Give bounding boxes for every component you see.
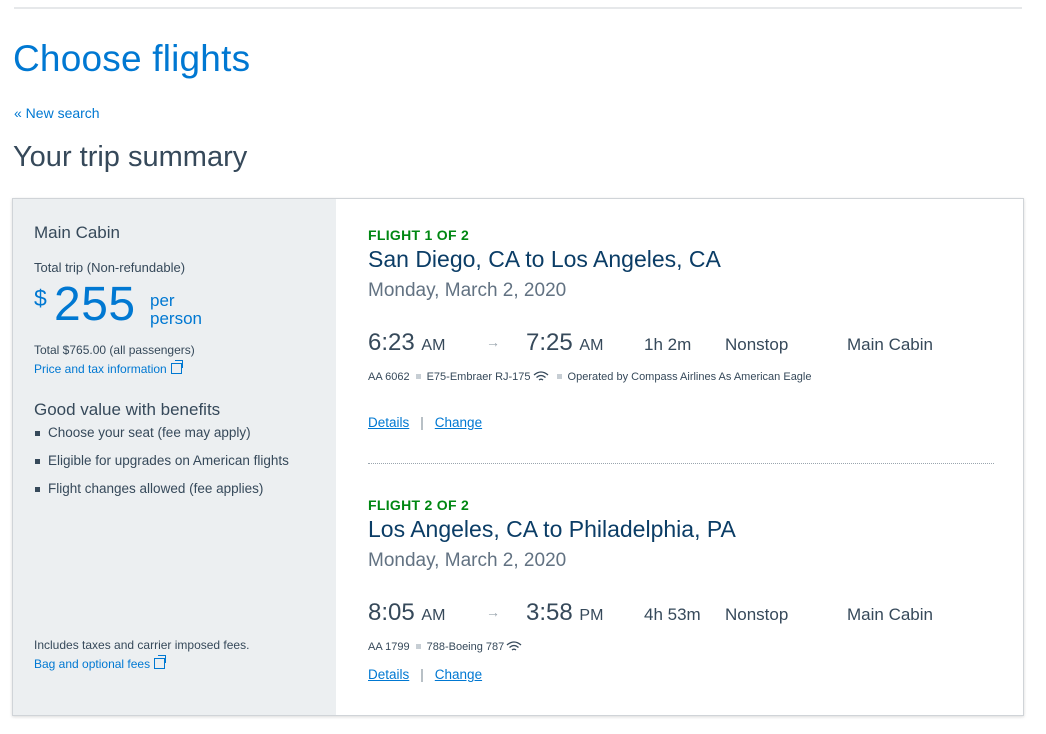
- departure-ampm: AM: [421, 337, 446, 354]
- change-link[interactable]: Change: [434, 415, 483, 430]
- bag-fees-link[interactable]: Bag and optional fees: [34, 655, 167, 671]
- separator-dot: [415, 374, 421, 380]
- total-trip-label: Total trip (Non-refundable): [34, 260, 186, 275]
- benefit-item: Flight changes allowed (fee applies): [34, 480, 289, 508]
- arrival-ampm: AM: [579, 337, 604, 354]
- flight-segment-2: FLIGHT 2 OF 2 Los Angeles, CA to Philade…: [368, 469, 998, 682]
- price-summary-panel: Main Cabin Total trip (Non-refundable) $…: [13, 199, 336, 715]
- flight-label: FLIGHT 1 OF 2: [368, 227, 470, 243]
- flight-number: AA 1799: [368, 641, 410, 653]
- flight-date: Monday, March 2, 2020: [368, 280, 567, 301]
- change-link[interactable]: Change: [434, 667, 483, 682]
- flight-times: 8:05 AM → 3:58 PM 4h 53m Nonstop Main Ca…: [368, 599, 998, 629]
- flight-stops: Nonstop: [725, 605, 789, 624]
- arrow-right-icon: →: [486, 604, 500, 620]
- new-search-link[interactable]: « New search: [14, 105, 100, 121]
- top-divider: [14, 7, 1022, 9]
- flight-cabin: Main Cabin: [847, 335, 933, 354]
- flight-divider: [368, 463, 994, 464]
- price-currency: $: [34, 285, 47, 311]
- details-link[interactable]: Details: [368, 667, 410, 682]
- flight-meta: AA 1799 788-Boeing 787: [368, 638, 813, 657]
- departure-time: 8:05 AM: [368, 599, 445, 627]
- flight-links: Details | Change: [368, 415, 482, 430]
- flight-duration: 4h 53m: [644, 605, 701, 624]
- link-separator: |: [420, 415, 424, 430]
- arrival-ampm: PM: [579, 607, 604, 624]
- trip-summary-card: Main Cabin Total trip (Non-refundable) $…: [12, 198, 1024, 716]
- flight-links: Details | Change: [368, 667, 482, 682]
- arrival-time-value: 7:25: [526, 329, 573, 356]
- arrival-time: 3:58 PM: [526, 599, 603, 627]
- price-tax-link[interactable]: Price and tax information: [34, 360, 183, 376]
- flight-label: FLIGHT 2 OF 2: [368, 497, 470, 513]
- flight-stops: Nonstop: [725, 335, 789, 354]
- departure-ampm: AM: [421, 607, 446, 624]
- flight-number: AA 6062: [368, 371, 410, 383]
- benefits-title: Good value with benefits: [34, 400, 221, 419]
- arrival-time-value: 3:58: [526, 599, 573, 626]
- bag-fees-link-label: Bag and optional fees: [34, 657, 151, 671]
- external-link-icon: [154, 655, 167, 669]
- wifi-icon: [533, 371, 548, 381]
- flight-times: 6:23 AM → 7:25 AM 1h 2m Nonstop Main Cab…: [368, 329, 998, 359]
- flight-date: Monday, March 2, 2020: [368, 550, 567, 571]
- benefits-list: Choose your seat (fee may apply) Eligibl…: [34, 424, 289, 508]
- details-link[interactable]: Details: [368, 415, 410, 430]
- operated-by: Operated by Compass Airlines As American…: [567, 371, 812, 383]
- arrow-right-icon: →: [486, 334, 500, 350]
- price-tax-link-label: Price and tax information: [34, 362, 167, 376]
- separator-dot: [415, 644, 421, 650]
- flight-route: Los Angeles, CA to Philadelphia, PA: [368, 516, 736, 542]
- aircraft-type: 788-Boeing 787: [426, 641, 505, 653]
- flight-duration: 1h 2m: [644, 335, 692, 354]
- link-separator: |: [420, 667, 424, 682]
- separator-dot: [556, 374, 562, 380]
- price-amount: 255: [54, 278, 136, 331]
- flights-panel: FLIGHT 1 OF 2 San Diego, CA to Los Angel…: [336, 199, 1023, 715]
- flight-segment-1: FLIGHT 1 OF 2 San Diego, CA to Los Angel…: [368, 199, 998, 430]
- cabin-name: Main Cabin: [34, 223, 120, 242]
- arrival-time: 7:25 AM: [526, 329, 603, 357]
- flight-route: San Diego, CA to Los Angeles, CA: [368, 246, 721, 272]
- external-link-icon: [170, 360, 183, 374]
- departure-time-value: 6:23: [368, 329, 415, 356]
- price-per-person: per person: [150, 291, 202, 328]
- flight-cabin: Main Cabin: [847, 605, 933, 624]
- benefit-item: Eligible for upgrades on American flight…: [34, 452, 289, 480]
- fees-note: Includes taxes and carrier imposed fees.: [34, 638, 250, 652]
- page-title: Choose flights: [13, 38, 251, 79]
- wifi-icon: [506, 641, 522, 651]
- benefit-item: Choose your seat (fee may apply): [34, 424, 289, 452]
- departure-time-value: 8:05: [368, 599, 415, 626]
- total-all-passengers: Total $765.00 (all passengers): [34, 343, 195, 357]
- flight-meta: AA 6062 E75-Embraer RJ-175 Operated by Com…: [368, 368, 813, 387]
- departure-time: 6:23 AM: [368, 329, 445, 357]
- aircraft-type: E75-Embraer RJ-175: [426, 371, 531, 383]
- trip-summary-heading: Your trip summary: [13, 141, 248, 173]
